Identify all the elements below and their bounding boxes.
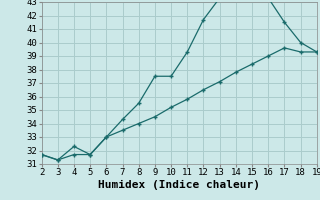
X-axis label: Humidex (Indice chaleur): Humidex (Indice chaleur) bbox=[98, 180, 260, 190]
